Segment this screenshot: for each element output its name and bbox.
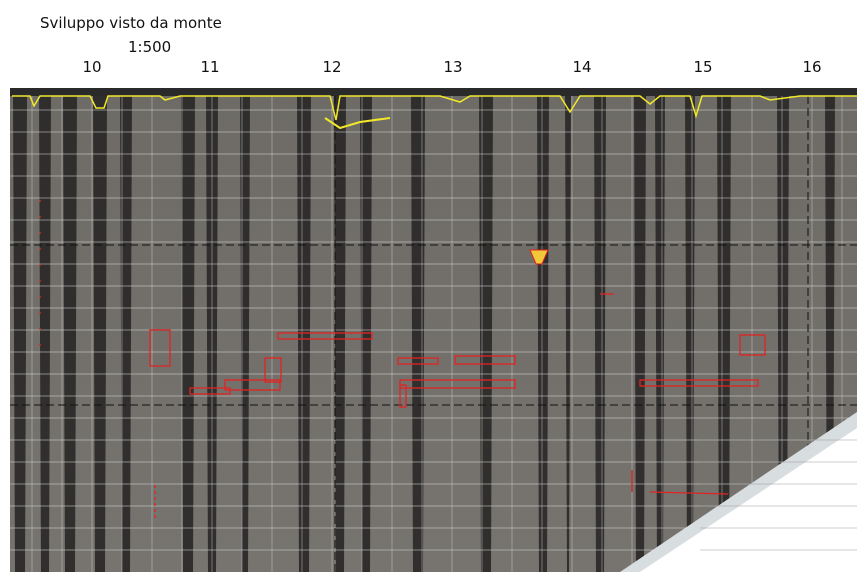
stain [411,96,425,572]
stain [334,96,346,572]
column-label: 12 [322,58,341,76]
stain [181,96,195,572]
stain [297,96,311,572]
crest-outline [12,95,857,121]
column-label: 16 [802,58,821,76]
column-label: 10 [82,58,101,76]
column-label: 13 [443,58,462,76]
stain [634,96,646,572]
crest-outline [324,117,391,130]
stain [360,96,372,572]
stain [777,96,789,572]
stain [479,96,493,572]
crest [10,88,857,96]
bank-inner [640,428,857,572]
stain [93,96,107,572]
marker [529,249,549,265]
stain [537,96,549,572]
column-label: 15 [693,58,712,76]
column-label: 14 [572,58,591,76]
stain [120,96,132,572]
stain [685,96,695,572]
stain [594,96,606,572]
stain [13,96,27,572]
stain [63,96,77,572]
stain [240,96,250,572]
scale: 1:500 [128,38,171,56]
title: Sviluppo visto da monte [40,14,222,32]
defects [39,200,766,520]
stain [655,96,665,572]
stain [565,96,571,572]
stain [39,96,51,572]
stain [717,96,731,572]
column-label: 11 [200,58,219,76]
